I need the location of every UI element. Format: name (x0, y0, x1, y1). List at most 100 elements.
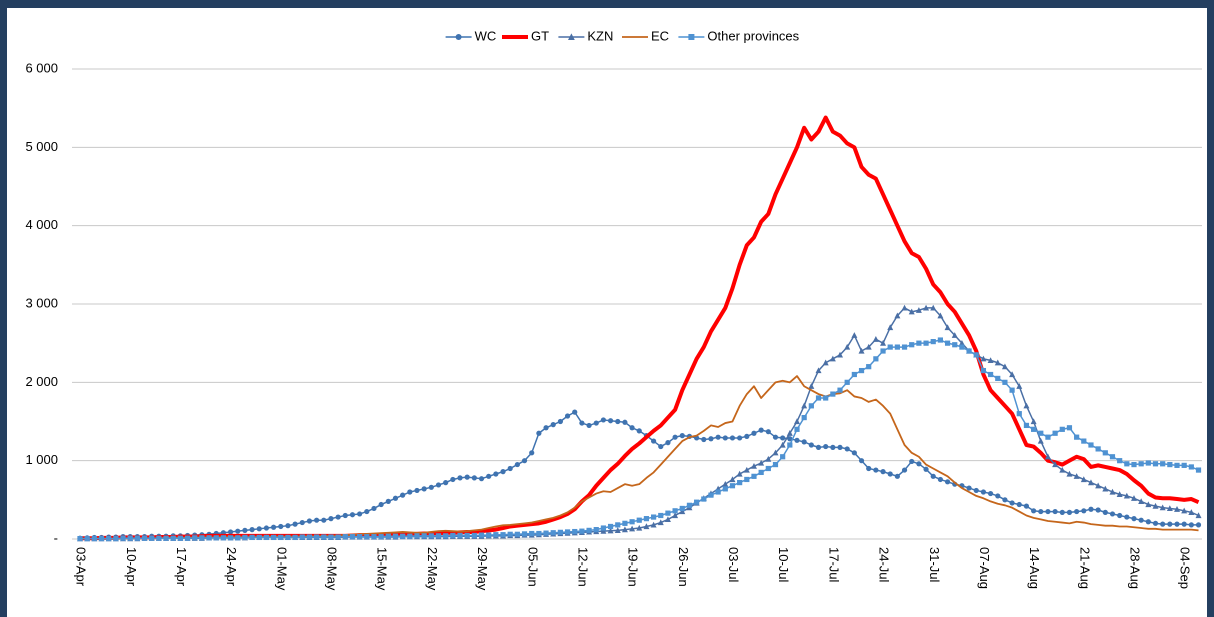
marker (364, 534, 370, 540)
x-tick-label: 07-Aug (977, 547, 992, 589)
marker (621, 526, 628, 533)
marker (550, 422, 556, 428)
marker (543, 530, 549, 536)
marker (1095, 507, 1101, 513)
marker (77, 536, 83, 542)
marker (600, 417, 607, 423)
marker (106, 536, 112, 542)
marker (1124, 514, 1130, 520)
marker (865, 343, 872, 350)
marker (858, 367, 865, 374)
marker (636, 517, 642, 523)
marker (765, 429, 771, 435)
marker (536, 530, 542, 537)
marker (844, 379, 850, 385)
marker (263, 525, 270, 531)
x-tick-label: 17-Apr (174, 547, 189, 587)
marker (951, 332, 958, 338)
marker (923, 466, 929, 472)
marker (84, 536, 90, 542)
marker (887, 344, 893, 350)
marker (1131, 516, 1137, 522)
marker (206, 535, 212, 541)
marker (887, 324, 894, 331)
marker (665, 440, 671, 446)
marker (987, 371, 994, 378)
marker (1160, 461, 1166, 467)
marker (1159, 504, 1166, 511)
marker (636, 524, 643, 531)
x-tick-label: 21-Aug (1077, 547, 1092, 589)
marker (873, 356, 879, 362)
marker (837, 351, 844, 358)
marker (1081, 438, 1087, 444)
marker (392, 495, 399, 501)
marker (306, 534, 313, 540)
marker (872, 336, 879, 342)
marker (952, 342, 958, 348)
marker (1059, 509, 1065, 515)
marker (349, 512, 356, 518)
marker (823, 395, 829, 401)
marker (421, 486, 427, 492)
marker (1038, 508, 1044, 515)
marker (901, 344, 908, 350)
marker (235, 535, 241, 541)
marker (801, 414, 807, 421)
x-tick-label: 08-May (325, 547, 340, 591)
marker (980, 367, 987, 374)
marker (1045, 508, 1051, 515)
marker (1195, 522, 1202, 528)
marker (815, 395, 822, 401)
marker (285, 523, 291, 529)
marker (435, 533, 442, 539)
marker (944, 479, 951, 485)
marker (428, 484, 434, 490)
marker (772, 449, 779, 456)
marker (478, 476, 485, 482)
marker (364, 508, 370, 515)
marker (694, 499, 700, 505)
marker (1138, 461, 1144, 467)
marker (987, 357, 994, 363)
marker (944, 340, 951, 346)
marker (837, 444, 843, 450)
marker (385, 498, 391, 504)
marker (815, 367, 822, 374)
marker (729, 476, 736, 483)
marker (607, 527, 614, 534)
marker (1160, 521, 1166, 527)
marker (1102, 450, 1108, 456)
marker (414, 487, 420, 494)
marker (335, 534, 341, 540)
marker (873, 467, 879, 473)
marker (722, 486, 728, 492)
marker (564, 529, 571, 535)
marker (916, 340, 922, 346)
marker (457, 532, 463, 539)
marker (1059, 466, 1066, 473)
marker (1073, 473, 1080, 479)
marker (1167, 521, 1173, 527)
x-tick-label: 26-Jun (676, 547, 691, 587)
marker (507, 465, 513, 472)
marker (1001, 363, 1008, 370)
marker (909, 342, 915, 348)
marker (995, 375, 1001, 382)
legend-item: GT (502, 28, 549, 43)
x-tick-label: 05-Jun (525, 547, 540, 587)
marker (120, 535, 126, 541)
x-tick-label: 29-May (475, 547, 490, 591)
marker (851, 332, 858, 338)
marker (1174, 462, 1180, 468)
marker (1023, 422, 1030, 429)
legend-label: KZN (587, 28, 613, 43)
marker (758, 459, 765, 466)
marker (851, 371, 857, 378)
marker (407, 489, 413, 495)
marker (679, 433, 685, 439)
marker (829, 355, 836, 362)
marker (213, 535, 219, 541)
marker (658, 512, 664, 519)
marker (127, 535, 133, 541)
